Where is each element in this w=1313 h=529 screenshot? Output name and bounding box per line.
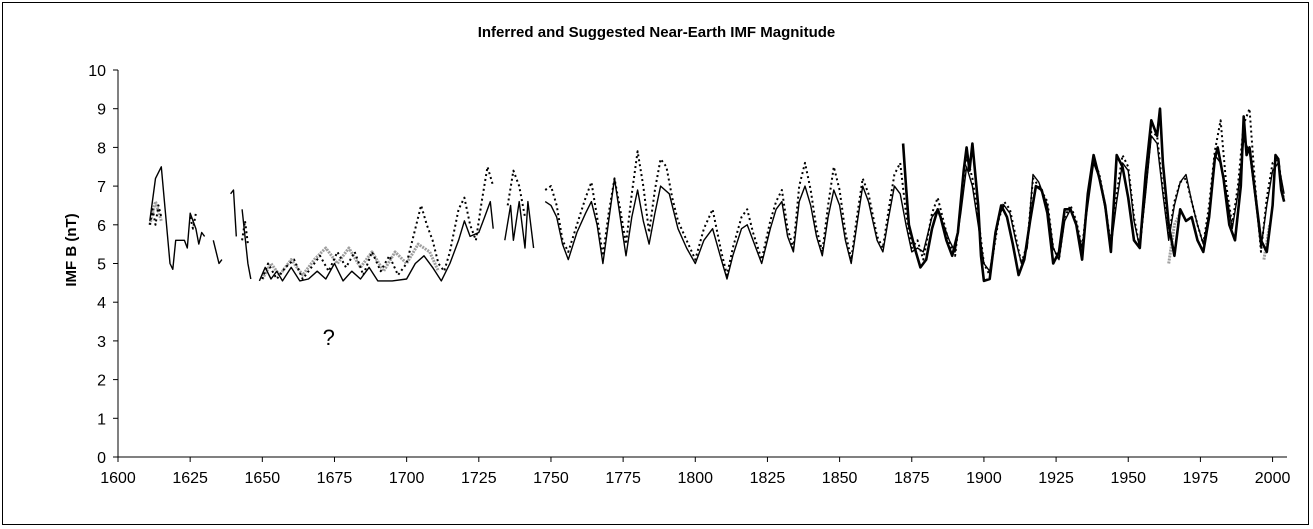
y-tick-label: 0 [97, 450, 106, 467]
y-tick-label: 5 [97, 257, 106, 274]
series-solid-thin-segment [230, 189, 237, 237]
series-dotted-segment [241, 219, 249, 245]
x-tick-label: 1825 [750, 470, 786, 487]
series-gray-shaded-segment [1167, 212, 1182, 264]
x-tick-label: 1725 [461, 470, 497, 487]
question-mark-annotation: ? [323, 325, 335, 350]
x-tick-label: 1625 [172, 470, 208, 487]
x-tick-label: 1700 [389, 470, 425, 487]
y-tick-label: 4 [97, 295, 106, 312]
y-tick-label: 3 [97, 334, 106, 351]
y-tick-label: 1 [97, 411, 106, 428]
x-tick-label: 2000 [1255, 470, 1291, 487]
series-solid-thin-segment [212, 240, 223, 265]
axes-group: 0 1 2 3 4 5 6 7 8 9 10 1600 1625 1650 1675 1700 1725 1750… [88, 63, 1290, 487]
x-tick-label: 1675 [317, 470, 353, 487]
y-tick-label: 7 [97, 179, 106, 196]
series-solid-thin-segment [544, 135, 1285, 280]
x-tick-label: 1875 [894, 470, 930, 487]
series-solid-thin-segment [241, 209, 252, 280]
y-tick-label: 6 [97, 218, 106, 235]
x-tick-label: 1650 [245, 470, 281, 487]
x-tick-label: 1975 [1183, 470, 1219, 487]
x-tick-label: 1850 [822, 470, 858, 487]
y-tick-label: 2 [97, 373, 106, 390]
annotation-group: ? [323, 325, 335, 350]
series-group [148, 107, 1286, 283]
x-tick-label: 1800 [677, 470, 713, 487]
x-tick-label: 1925 [1038, 470, 1074, 487]
x-tick-label: 1750 [533, 470, 569, 487]
series-dotted-segment [189, 213, 197, 230]
x-tick-label: 1950 [1110, 470, 1146, 487]
series-solid-thin-segment [504, 200, 535, 249]
x-tick-label: 1775 [605, 470, 641, 487]
y-tick-label: 10 [88, 63, 106, 80]
y-tick-label: 9 [97, 102, 106, 119]
series-solid-thick-segment [901, 107, 1286, 283]
x-tick-label: 1600 [100, 470, 136, 487]
series-dotted-segment [544, 107, 1286, 277]
x-tick-label: 1900 [966, 470, 1002, 487]
series-dotted-segment [148, 204, 163, 226]
series-solid-thin-segment [149, 166, 206, 270]
series-solid-thin-segment [258, 200, 494, 282]
y-tick-label: 8 [97, 140, 106, 157]
chart-title: Inferred and Suggested Near-Earth IMF Ma… [477, 24, 836, 41]
series-gray-shaded-segment [148, 200, 163, 226]
